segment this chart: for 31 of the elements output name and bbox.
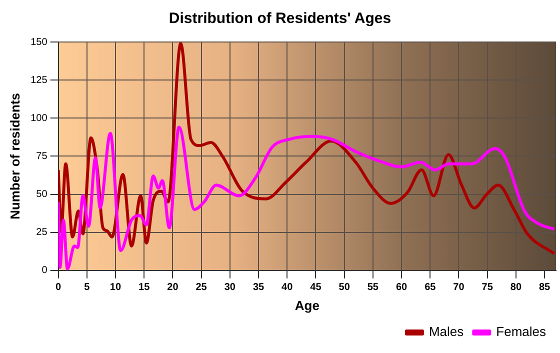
x-tick-label: 65	[424, 282, 436, 294]
x-tick-label: 55	[367, 282, 379, 294]
x-tick-label: 80	[510, 282, 522, 294]
x-tick-label: 40	[282, 282, 294, 294]
chart-title: Distribution of Residents' Ages	[168, 10, 392, 28]
y-tick-label: 125	[30, 74, 48, 86]
y-tick-label: 100	[30, 112, 48, 124]
y-tick-label: 50	[36, 189, 48, 200]
x-tick-label: 35	[252, 282, 265, 294]
x-tick-label: 70	[453, 282, 465, 294]
y-tick-label: 75	[36, 150, 48, 162]
legend-label: Males	[428, 324, 464, 340]
x-tick-label: 25	[196, 282, 208, 294]
x-tick-label: 60	[396, 282, 408, 294]
x-axis-title: Age	[294, 298, 320, 313]
x-tick-label: 75	[482, 282, 494, 294]
x-tick-label: 30	[224, 282, 236, 294]
x-tick-label: 0	[56, 282, 62, 294]
y-tick-label: 0	[42, 265, 48, 276]
x-tick-label: 50	[338, 282, 350, 294]
y-tick-label: 150	[30, 36, 48, 48]
x-tick-label: 10	[110, 282, 122, 294]
line-series	[58, 42, 556, 256]
y-axis-title: Number of residents	[7, 92, 22, 220]
x-tick-label: 85	[538, 282, 551, 294]
legend-label: Females	[496, 324, 546, 340]
x-tick-label: 15	[138, 282, 150, 294]
y-tick-label: 25	[36, 227, 48, 238]
x-tick-label: 45	[310, 282, 322, 294]
x-tick-label: 20	[167, 282, 179, 294]
x-tick-label: 5	[84, 282, 90, 294]
